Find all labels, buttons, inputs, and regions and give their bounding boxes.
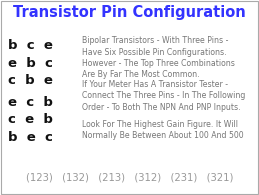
Text: Bipolar Transistors - With Three Pins -
Have Six Possible Pin Configurations.: Bipolar Transistors - With Three Pins - … bbox=[82, 36, 228, 57]
Text: b  c  e: b c e bbox=[8, 39, 53, 52]
Text: b  e  c: b e c bbox=[8, 131, 53, 144]
Text: c  b  e: c b e bbox=[8, 74, 53, 87]
Text: c  e  b: c e b bbox=[8, 113, 53, 126]
Text: e  c  b: e c b bbox=[8, 96, 53, 109]
Text: However - The Top Three Combinations
Are By Far The Most Common.: However - The Top Three Combinations Are… bbox=[82, 58, 234, 79]
Text: e  b  c: e b c bbox=[8, 57, 53, 70]
Text: Look For The Highest Gain Figure. It Will
Normally Be Between About 100 And 500: Look For The Highest Gain Figure. It Wil… bbox=[82, 120, 243, 140]
Text: (123)   (132)   (213)   (312)   (231)   (321): (123) (132) (213) (312) (231) (321) bbox=[26, 173, 233, 183]
Text: If Your Meter Has A Transistor Tester -
Connect The Three Pins - In The Followin: If Your Meter Has A Transistor Tester - … bbox=[82, 80, 245, 112]
Text: Transistor Pin Configuration: Transistor Pin Configuration bbox=[13, 5, 246, 20]
